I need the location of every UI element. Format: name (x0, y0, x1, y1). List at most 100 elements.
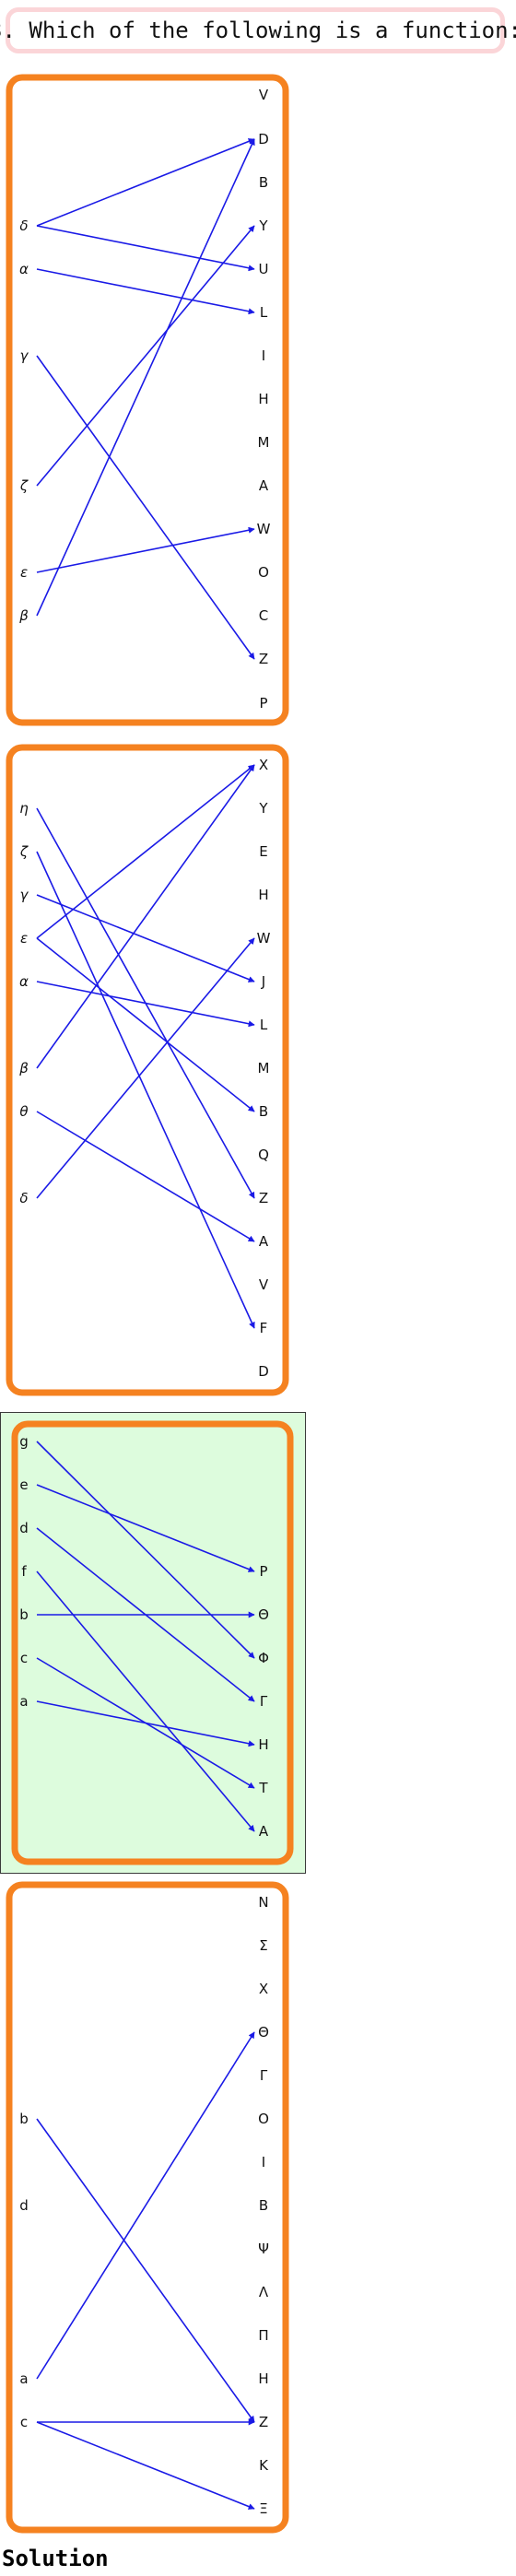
domain-label: a (19, 1693, 28, 1710)
codomain-label: W (257, 930, 271, 947)
diagram-frame (6, 1881, 289, 2534)
codomain-label: H (258, 1736, 268, 1753)
mapping-arrow (36, 851, 255, 1329)
codomain-label: W (257, 521, 271, 537)
codomain-label: P (259, 1563, 267, 1580)
codomain-label: E (259, 843, 267, 860)
domain-label: α (19, 973, 29, 990)
codomain-label: Ψ (258, 2241, 269, 2257)
mapping-arrow (36, 1570, 255, 1832)
codomain-label: Θ (258, 2024, 269, 2041)
mapping-arrow (36, 894, 255, 982)
codomain-label: H (258, 887, 268, 903)
codomain-label: O (258, 2111, 269, 2127)
codomain-label: Z (259, 2414, 268, 2430)
mapping-arrow (36, 225, 255, 272)
mapping-arrow (36, 937, 255, 1199)
answer-highlight (0, 1412, 306, 1874)
mapping-arrow (36, 1700, 255, 1747)
codomain-label: A (259, 1823, 269, 1840)
domain-label: ε (20, 930, 28, 947)
solution-label: Solution (2, 2546, 109, 2571)
codomain-label: L (260, 304, 268, 321)
codomain-label: X (259, 757, 268, 773)
domain-label: d (19, 1520, 29, 1536)
codomain-label: U (259, 261, 269, 277)
codomain-label: I (262, 2154, 265, 2170)
codomain-label: Ξ (259, 2500, 267, 2517)
codomain-label: I (262, 347, 265, 364)
mapping-arrow (36, 2118, 255, 2423)
domain-label: d (19, 2197, 29, 2214)
domain-label: δ (19, 1190, 28, 1206)
codomain-label: B (259, 2197, 268, 2214)
domain-label: θ (19, 1103, 28, 1120)
codomain-label: A (259, 1233, 269, 1250)
codomain-label: H (258, 2370, 268, 2387)
mapping-arrow (36, 268, 255, 315)
codomain-label: Π (258, 2327, 268, 2344)
domain-label: f (21, 1563, 27, 1580)
codomain-label: C (259, 607, 268, 624)
codomain-label: B (259, 174, 268, 191)
mapping-diagram-1: δ α γ ζ ε β V D B Y U L I H M A W O C Z P (6, 74, 289, 726)
codomain-label: N (258, 1894, 268, 1911)
codomain-label: V (259, 87, 269, 103)
mapping-arrow (36, 1441, 255, 1659)
domain-label: c (20, 2414, 28, 2430)
domain-label: ζ (19, 477, 29, 494)
codomain-label: Φ (258, 1650, 269, 1666)
codomain-label: Y (258, 800, 268, 817)
codomain-label: O (258, 564, 269, 581)
codomain-label: Z (259, 651, 268, 667)
domain-label: c (20, 1650, 28, 1666)
codomain-label: Y (258, 218, 268, 234)
mapping-arrow (36, 1484, 255, 1572)
mapping-arrow (36, 225, 255, 487)
mapping-arrow (36, 764, 255, 939)
mapping-arrow (36, 2421, 255, 2510)
codomain-label: T (258, 1780, 268, 1796)
codomain-label: D (258, 131, 269, 147)
codomain-label: Θ (258, 1606, 269, 1623)
codomain-label: Q (258, 1147, 269, 1163)
codomain-label: H (258, 391, 268, 407)
codomain-label: B (259, 1103, 268, 1120)
mapping-arrow (36, 138, 255, 227)
codomain-label: A (259, 477, 269, 494)
codomain-label: Σ (259, 1937, 267, 1954)
mapping-arrow (36, 981, 255, 1028)
codomain-label: L (260, 1017, 268, 1033)
diagram-frame (6, 744, 289, 1396)
mapping-arrow (36, 355, 255, 660)
codomain-label: V (259, 1276, 269, 1293)
domain-label: b (19, 1606, 29, 1623)
codomain-label: F (260, 1320, 268, 1336)
mapping-arrow (36, 764, 255, 1069)
diagram-frame (6, 74, 289, 726)
mapping-diagram-2: η ζ γ ε α β θ δ X Y E H W J L M B Q Z A V F D (6, 744, 289, 1396)
domain-label: δ (19, 218, 28, 234)
domain-label: ζ (19, 843, 29, 860)
domain-label: ε (20, 564, 28, 581)
domain-label: γ (20, 887, 29, 903)
codomain-label: X (259, 1981, 268, 1997)
domain-label: a (19, 2370, 28, 2387)
codomain-label: Z (259, 1190, 268, 1206)
domain-label: η (19, 800, 29, 817)
diagram-frame (11, 1420, 294, 1865)
domain-label: g (19, 1433, 29, 1450)
mapping-arrow (36, 1111, 255, 1242)
codomain-label: M (258, 1060, 270, 1076)
mapping-diagram-3: g e d f b c a P Θ Φ Γ H T A (11, 1420, 294, 1865)
mapping-arrow (36, 138, 255, 617)
codomain-label: M (258, 434, 270, 451)
question-text: 3. Which of the following is a function: (0, 7, 516, 53)
mapping-arrow (36, 526, 255, 573)
codomain-label: K (259, 2457, 269, 2474)
domain-label: γ (20, 347, 29, 364)
codomain-label: P (259, 695, 267, 712)
domain-label: β (18, 607, 29, 624)
domain-label: β (18, 1060, 29, 1076)
